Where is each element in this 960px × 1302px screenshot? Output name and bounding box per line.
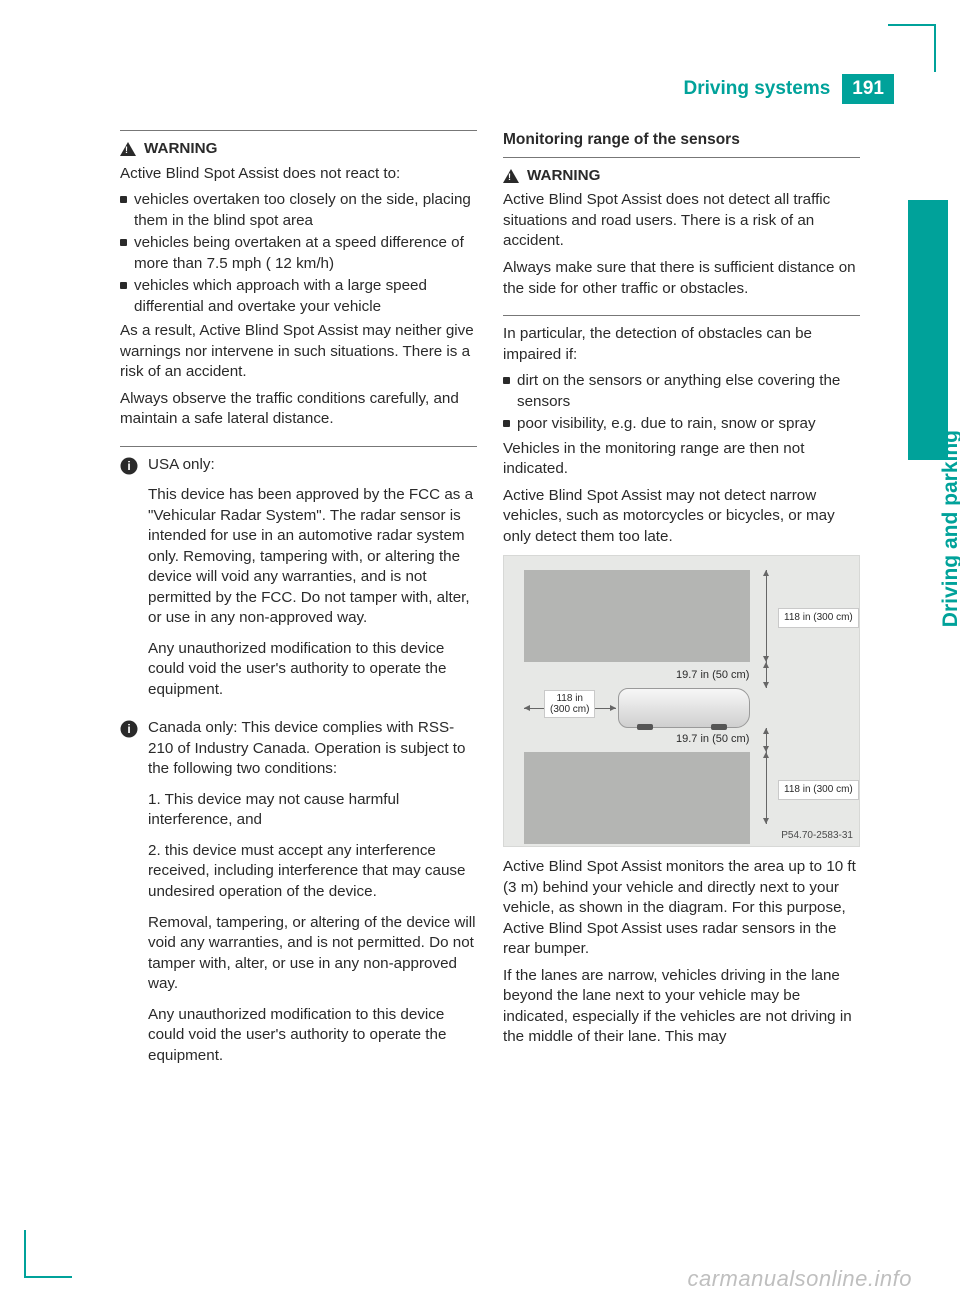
p1: Vehicles in the monitoring range are the… [503, 439, 860, 480]
page-header: Driving systems 191 [684, 74, 895, 104]
svg-text:i: i [127, 459, 130, 473]
page: Driving systems 191 Driving and parking … [0, 0, 960, 1302]
label-gap-top: 19.7 in (50 cm) [676, 668, 749, 683]
info-p: Removal, tampering, or altering of the d… [148, 913, 477, 995]
bullet: dirt on the sensors or anything else cov… [503, 371, 860, 412]
bullet: vehicles overtaken too closely on the si… [120, 190, 477, 231]
watermark: carmanualsonline.info [687, 1266, 912, 1292]
warning-icon [503, 169, 519, 183]
arrow-bottom-depth [766, 752, 767, 824]
content: WARNING Active Blind Spot Assist does no… [120, 130, 860, 1080]
image-ref: P54.70-2583-31 [781, 829, 853, 843]
warning-p2: Always make sure that there is sufficien… [503, 258, 860, 299]
info-lead: USA only: [148, 455, 477, 476]
bullet: vehicles being overtaken at a speed diff… [120, 233, 477, 274]
info-canada: i Canada only: This device complies with… [120, 718, 477, 1076]
car-icon [618, 688, 750, 728]
info-icon: i [120, 720, 142, 738]
arrow-top-depth [766, 570, 767, 662]
p4: If the lanes are narrow, vehicles drivin… [503, 966, 860, 1048]
zone-bottom [524, 752, 750, 844]
warning-p1: Active Blind Spot Assist does not detect… [503, 190, 860, 252]
p3: Active Blind Spot Assist monitors the ar… [503, 857, 860, 960]
info-p: Any unauthorized modification to this de… [148, 639, 477, 701]
warning-bullets: vehicles overtaken too closely on the si… [120, 190, 477, 317]
sensor-diagram: 118 in (300 cm) 19.7 in (50 cm) 19.7 in … [503, 555, 860, 847]
warning-label: WARNING [527, 166, 600, 187]
subhead: Monitoring range of the sensors [503, 130, 860, 151]
info-c1: 1. This device may not cause harmful int… [148, 790, 477, 831]
corner-tr [888, 24, 936, 72]
section-title: Driving systems [684, 78, 831, 100]
info-lead: Canada only: This device complies with R… [148, 718, 477, 780]
warning-box-right: WARNING Active Blind Spot Assist does no… [503, 157, 860, 316]
label-behind: 118 in (300 cm) [544, 690, 595, 718]
info-p: This device has been approved by the FCC… [148, 485, 477, 629]
warning-intro: Active Blind Spot Assist does not react … [120, 164, 477, 185]
warning-label: WARNING [144, 139, 217, 160]
label-behind-1: 118 in [556, 693, 583, 704]
info-p: Any unauthorized modification to this de… [148, 1005, 477, 1067]
info-usa: i USA only: This device has been approve… [120, 455, 477, 711]
label-top-depth: 118 in (300 cm) [778, 608, 859, 628]
label-behind-2: (300 cm) [550, 704, 589, 715]
label-gap-bottom: 19.7 in (50 cm) [676, 732, 749, 747]
label-bottom-depth: 118 in (300 cm) [778, 780, 859, 800]
warning-p1: As a result, Active Blind Spot Assist ma… [120, 321, 477, 383]
right-column: Monitoring range of the sensors WARNING … [503, 130, 860, 1080]
arrow-gap-bottom [766, 728, 767, 752]
side-tab [908, 200, 948, 460]
intro: In particular, the detection of obstacle… [503, 324, 860, 365]
warning-icon [120, 142, 136, 156]
zone-top [524, 570, 750, 662]
bullet: poor visibility, e.g. due to rain, snow … [503, 414, 860, 435]
info-text: Canada only: This device complies with R… [148, 718, 477, 1076]
bullets: dirt on the sensors or anything else cov… [503, 371, 860, 435]
warning-box-left: WARNING Active Blind Spot Assist does no… [120, 130, 477, 447]
warning-header: WARNING [503, 166, 860, 187]
left-column: WARNING Active Blind Spot Assist does no… [120, 130, 477, 1080]
arrow-gap-top [766, 662, 767, 688]
warning-header: WARNING [120, 139, 477, 160]
p2: Active Blind Spot Assist may not detect … [503, 486, 860, 548]
corner-bl [24, 1230, 72, 1278]
warning-p2: Always observe the traffic conditions ca… [120, 389, 477, 430]
info-c2: 2. this device must accept any interfere… [148, 841, 477, 903]
info-text: USA only: This device has been approved … [148, 455, 477, 711]
bullet: vehicles which approach with a large spe… [120, 276, 477, 317]
svg-text:i: i [127, 722, 130, 736]
page-number: 191 [842, 74, 894, 104]
info-icon: i [120, 457, 142, 475]
side-label: Driving and parking [939, 430, 960, 627]
